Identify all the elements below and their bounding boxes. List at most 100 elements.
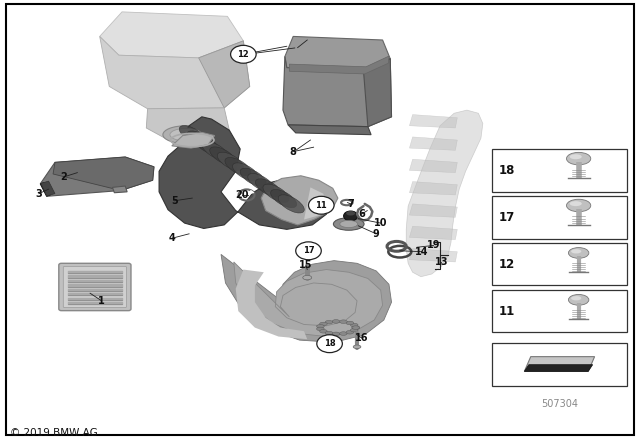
Ellipse shape [350,323,358,327]
Ellipse shape [353,345,361,349]
Text: 2: 2 [60,172,67,182]
Ellipse shape [210,147,236,165]
Polygon shape [524,357,595,371]
Polygon shape [100,36,250,109]
Polygon shape [406,110,483,277]
Ellipse shape [332,319,340,323]
Text: 18: 18 [499,164,515,177]
Ellipse shape [278,195,304,213]
Polygon shape [236,270,307,339]
Polygon shape [524,365,593,371]
Circle shape [308,196,334,214]
Ellipse shape [568,248,589,258]
Ellipse shape [566,199,591,212]
Text: 6: 6 [358,209,365,219]
Polygon shape [410,181,458,195]
Text: 19: 19 [427,241,440,250]
Text: 17: 17 [303,246,314,255]
Polygon shape [304,187,328,220]
Ellipse shape [325,331,333,335]
Polygon shape [41,181,55,196]
Ellipse shape [255,179,282,197]
Ellipse shape [340,220,358,228]
Polygon shape [283,56,392,127]
FancyBboxPatch shape [492,344,627,386]
Text: © 2019 BMW AG: © 2019 BMW AG [10,428,98,439]
Polygon shape [410,115,458,128]
Ellipse shape [566,152,591,165]
FancyBboxPatch shape [492,290,627,332]
Ellipse shape [350,328,358,332]
Ellipse shape [163,126,209,144]
Ellipse shape [333,218,364,230]
Text: 10: 10 [374,218,387,228]
Ellipse shape [317,324,324,328]
Polygon shape [364,59,392,127]
Polygon shape [234,262,383,336]
Polygon shape [147,108,229,140]
Ellipse shape [340,320,348,323]
Text: 7: 7 [348,199,354,209]
Text: 507304: 507304 [541,399,578,409]
Ellipse shape [332,332,340,336]
FancyBboxPatch shape [492,243,627,285]
Polygon shape [40,157,154,196]
FancyBboxPatch shape [63,267,127,307]
Text: 3: 3 [36,189,42,198]
Ellipse shape [225,158,251,176]
Polygon shape [410,159,458,172]
Text: 18: 18 [324,339,335,348]
Polygon shape [261,176,338,225]
FancyBboxPatch shape [59,263,131,310]
Ellipse shape [352,326,360,329]
Text: 12: 12 [237,50,249,59]
Polygon shape [113,186,127,193]
Polygon shape [53,157,154,190]
Wedge shape [246,190,254,195]
Text: 5: 5 [171,196,178,206]
Ellipse shape [248,173,274,192]
Ellipse shape [263,184,289,202]
Polygon shape [410,249,458,262]
Polygon shape [159,117,332,229]
Polygon shape [285,36,390,70]
Circle shape [296,242,321,260]
Text: 9: 9 [373,229,380,239]
Ellipse shape [571,249,581,254]
Text: 16: 16 [355,333,368,343]
Polygon shape [410,204,458,217]
Ellipse shape [240,168,266,186]
Polygon shape [289,56,389,74]
Polygon shape [198,41,250,108]
Text: 11: 11 [316,201,327,210]
Ellipse shape [570,154,582,159]
Ellipse shape [317,327,324,331]
Ellipse shape [346,331,354,334]
Text: 15: 15 [300,260,313,270]
Ellipse shape [568,294,589,305]
Ellipse shape [352,326,360,329]
Ellipse shape [340,332,348,336]
Ellipse shape [325,320,333,324]
Text: 11: 11 [499,305,515,318]
Text: 17: 17 [499,211,515,224]
Ellipse shape [202,142,228,160]
Polygon shape [410,137,458,151]
Ellipse shape [187,131,213,149]
Ellipse shape [170,129,202,141]
Text: 1: 1 [98,296,105,306]
Ellipse shape [346,321,354,325]
Ellipse shape [232,163,259,181]
Text: 4: 4 [168,233,175,243]
FancyBboxPatch shape [492,196,627,238]
Text: 8: 8 [290,146,296,157]
Text: 20: 20 [236,190,249,200]
Ellipse shape [319,322,327,326]
Ellipse shape [195,136,221,155]
Text: 13: 13 [435,257,448,267]
Polygon shape [100,12,243,58]
Circle shape [317,335,342,353]
Circle shape [230,45,256,63]
Ellipse shape [218,152,243,170]
Polygon shape [410,226,458,240]
